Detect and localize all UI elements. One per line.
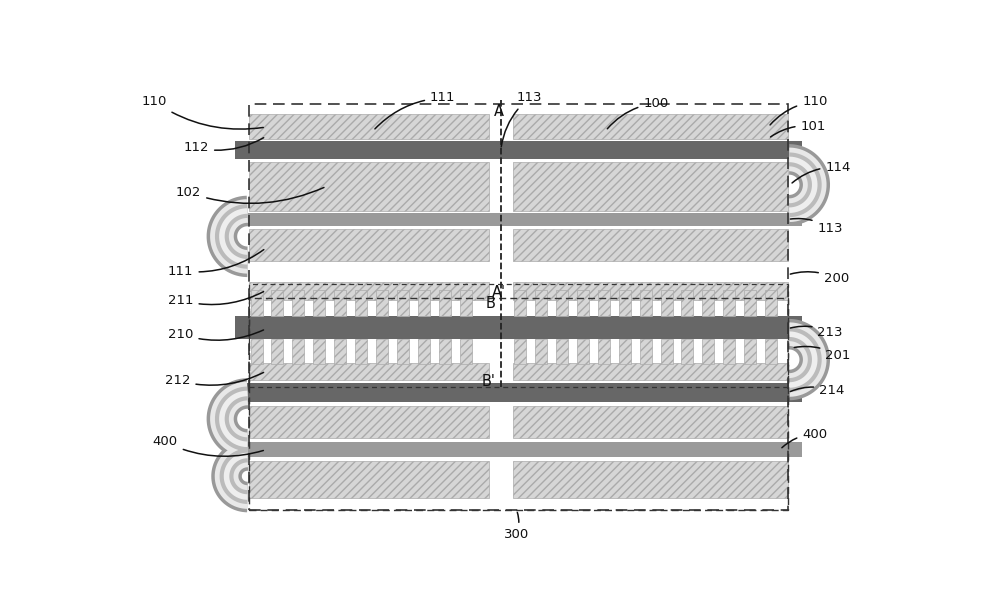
- Bar: [334, 290, 346, 315]
- Bar: [460, 290, 472, 315]
- Bar: [249, 104, 788, 510]
- Text: 102: 102: [176, 186, 324, 203]
- Text: 400: 400: [782, 428, 827, 448]
- Bar: [723, 339, 735, 364]
- Bar: [235, 315, 802, 339]
- Bar: [577, 339, 589, 364]
- Text: B': B': [482, 375, 495, 389]
- Text: 111: 111: [168, 249, 264, 278]
- Bar: [249, 229, 489, 261]
- Bar: [512, 363, 788, 380]
- Bar: [661, 290, 673, 315]
- Bar: [376, 290, 388, 315]
- Bar: [355, 290, 367, 315]
- Text: 200: 200: [790, 272, 849, 285]
- Bar: [514, 339, 526, 364]
- Text: A: A: [494, 104, 504, 119]
- Text: 211: 211: [168, 291, 264, 307]
- Bar: [439, 339, 451, 364]
- Bar: [598, 290, 610, 315]
- Bar: [355, 339, 367, 364]
- Text: 111: 111: [375, 91, 456, 129]
- Bar: [744, 339, 756, 364]
- Bar: [418, 339, 430, 364]
- Bar: [535, 290, 547, 315]
- Bar: [512, 163, 788, 211]
- Bar: [292, 290, 304, 315]
- Bar: [292, 339, 304, 364]
- Bar: [661, 339, 673, 364]
- Bar: [271, 339, 283, 364]
- Bar: [235, 383, 802, 402]
- Bar: [681, 339, 693, 364]
- Bar: [512, 229, 788, 261]
- Bar: [418, 290, 430, 315]
- Text: 114: 114: [792, 161, 851, 183]
- Bar: [251, 339, 263, 364]
- Bar: [251, 290, 263, 315]
- Text: 113: 113: [501, 91, 542, 147]
- Bar: [334, 339, 346, 364]
- Bar: [512, 282, 788, 299]
- Bar: [723, 290, 735, 315]
- Bar: [765, 290, 777, 315]
- Bar: [313, 339, 325, 364]
- Text: 400: 400: [153, 436, 263, 456]
- Bar: [598, 339, 610, 364]
- Bar: [439, 290, 451, 315]
- Bar: [765, 339, 777, 364]
- Bar: [556, 339, 568, 364]
- Text: 300: 300: [504, 513, 529, 541]
- Bar: [640, 339, 652, 364]
- Text: 210: 210: [168, 328, 264, 341]
- Bar: [376, 339, 388, 364]
- Bar: [460, 339, 472, 364]
- Bar: [640, 290, 652, 315]
- Text: 100: 100: [607, 97, 668, 129]
- Bar: [235, 141, 802, 160]
- Bar: [702, 290, 714, 315]
- Bar: [397, 290, 409, 315]
- Text: 214: 214: [790, 384, 844, 397]
- Text: 113: 113: [790, 219, 843, 235]
- Bar: [512, 461, 788, 498]
- Bar: [744, 290, 756, 315]
- Bar: [271, 290, 283, 315]
- Text: 213: 213: [790, 326, 843, 339]
- Text: 201: 201: [794, 346, 851, 362]
- Text: 110: 110: [770, 95, 827, 125]
- Bar: [681, 290, 693, 315]
- Text: 110: 110: [142, 95, 263, 129]
- Bar: [397, 339, 409, 364]
- Text: 112: 112: [184, 138, 264, 155]
- Bar: [249, 461, 489, 498]
- Text: 101: 101: [770, 120, 826, 137]
- Bar: [249, 298, 788, 510]
- Bar: [249, 114, 489, 139]
- Bar: [235, 213, 802, 226]
- Bar: [512, 114, 788, 139]
- Bar: [249, 282, 489, 299]
- Bar: [514, 290, 526, 315]
- Bar: [619, 290, 631, 315]
- Bar: [249, 406, 489, 438]
- Bar: [249, 163, 489, 211]
- Bar: [702, 339, 714, 364]
- Bar: [577, 290, 589, 315]
- Text: A': A': [492, 285, 506, 300]
- Bar: [512, 406, 788, 438]
- Bar: [619, 339, 631, 364]
- Bar: [535, 339, 547, 364]
- Bar: [249, 363, 489, 380]
- Text: B: B: [486, 296, 495, 311]
- Bar: [249, 284, 788, 387]
- Bar: [556, 290, 568, 315]
- Bar: [313, 290, 325, 315]
- Text: 212: 212: [165, 373, 264, 387]
- Bar: [235, 442, 802, 457]
